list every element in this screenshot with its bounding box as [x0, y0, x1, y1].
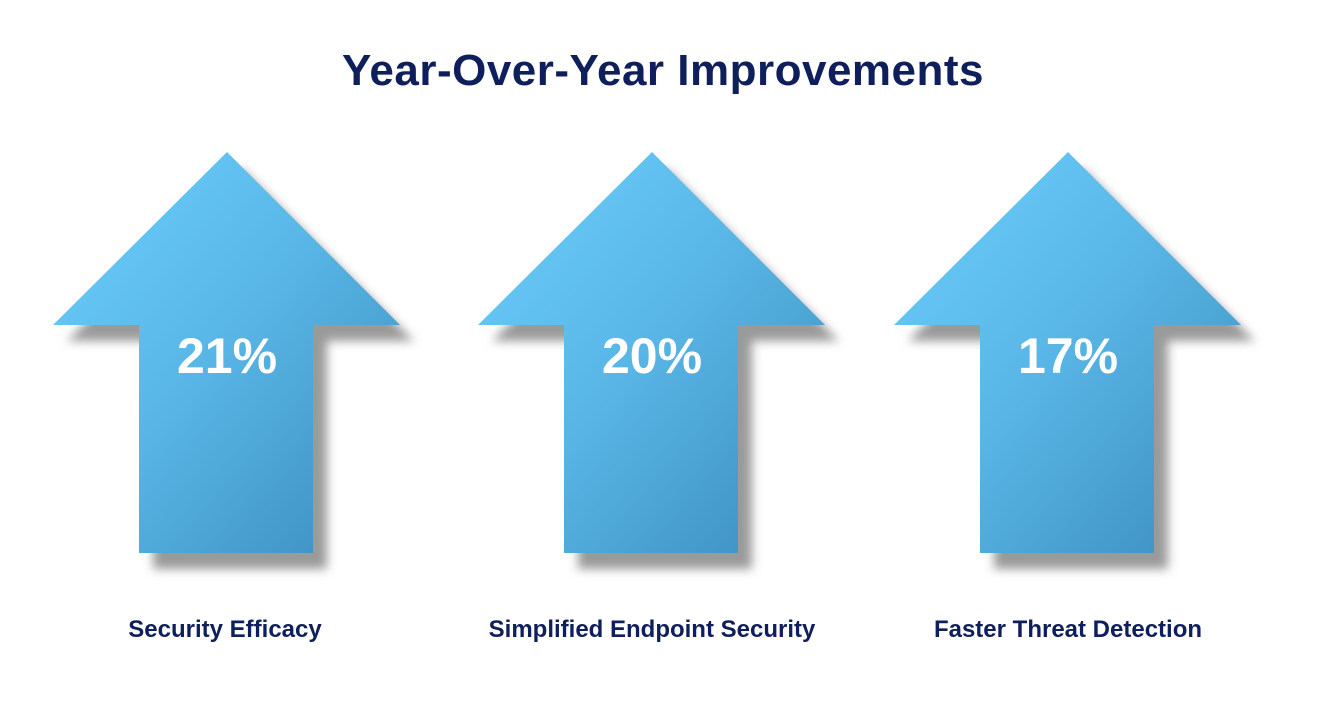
- item-label: Security Efficacy: [128, 616, 322, 643]
- up-arrow-icon: [53, 152, 400, 553]
- up-arrow-icon: [478, 152, 825, 553]
- percent-value: 21%: [177, 328, 277, 384]
- up-arrow-icon: [894, 152, 1241, 553]
- item-label: Simplified Endpoint Security: [488, 616, 816, 643]
- percent-value: 17%: [1018, 328, 1118, 384]
- page-title: Year-Over-Year Improvements: [341, 46, 985, 95]
- percent-value: 20%: [602, 328, 702, 384]
- item-label: Faster Threat Detection: [933, 616, 1203, 643]
